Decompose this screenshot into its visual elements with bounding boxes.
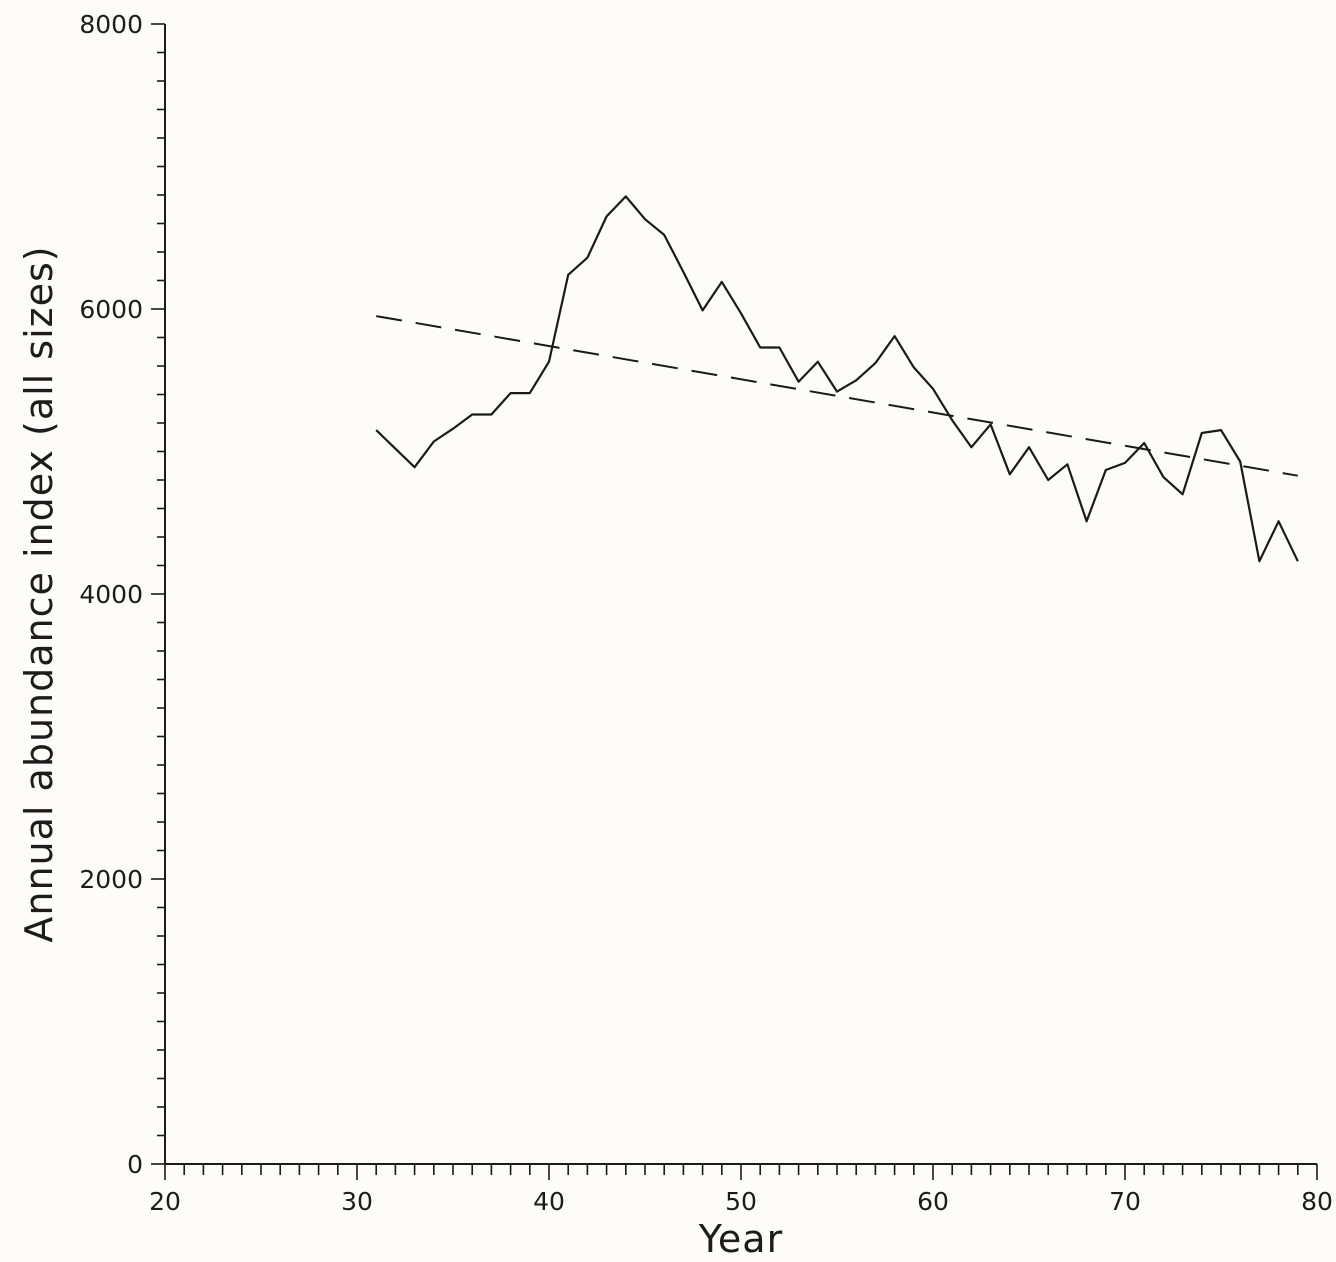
y-tick-label: 4000 [79,580,143,609]
x-axis-title: Year [698,1217,783,1261]
y-axis-tick-labels: 0 2000 4000 6000 8000 [79,10,143,1179]
x-tick-label: 40 [533,1187,565,1216]
x-tick-label: 20 [149,1187,181,1216]
y-axis: 0 2000 4000 6000 8000 Annual abundance index… [17,10,166,1179]
y-tick-label: 0 [127,1150,143,1179]
x-axis-ticks [164,1164,1318,1180]
abundance-series-line [375,195,1299,563]
y-axis-ticks [151,23,165,1165]
y-tick-label: 6000 [79,295,143,324]
x-tick-label: 50 [725,1187,757,1216]
plot-area [375,195,1299,563]
x-axis: 20 30 40 50 60 70 80 Year [149,1163,1333,1261]
y-tick-label: 2000 [79,865,143,894]
y-tick-label: 8000 [79,10,143,39]
x-axis-tick-labels: 20 30 40 50 60 70 80 [149,1187,1333,1216]
y-axis-title: Annual abundance index (all sizes) [17,245,61,942]
x-tick-label: 70 [1109,1187,1141,1216]
x-tick-label: 60 [917,1187,949,1216]
trend-line [376,315,1298,477]
x-tick-label: 30 [341,1187,373,1216]
x-tick-label: 80 [1301,1187,1333,1216]
